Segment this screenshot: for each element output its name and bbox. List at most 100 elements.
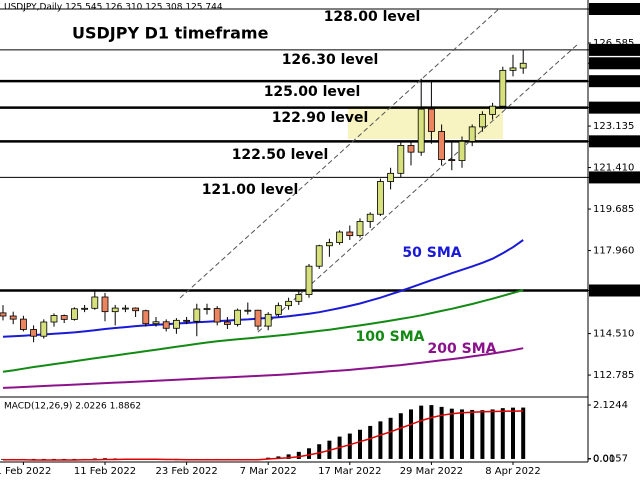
candle-body bbox=[274, 305, 282, 315]
candle-body bbox=[387, 172, 395, 182]
candle-body bbox=[132, 307, 140, 312]
candle-body bbox=[325, 242, 333, 247]
candle-body bbox=[183, 319, 191, 322]
sma-line bbox=[2, 347, 524, 389]
macd-bar bbox=[449, 408, 454, 459]
y-tick-label: 121.410 bbox=[593, 163, 634, 174]
candle-body bbox=[336, 231, 344, 244]
macd-tick-label: 0.00 bbox=[593, 454, 615, 465]
x-tick-label: 29 Mar 2022 bbox=[400, 466, 463, 477]
macd-bar bbox=[113, 458, 118, 459]
macd-bar bbox=[398, 413, 403, 459]
macd-bar bbox=[92, 458, 97, 459]
candle-body bbox=[19, 318, 27, 330]
y-tick-label: 117.960 bbox=[593, 246, 634, 257]
macd-bar bbox=[409, 409, 413, 459]
candle-body bbox=[346, 231, 354, 237]
macd-tick-label: 2.1244 bbox=[593, 400, 628, 411]
x-tick-label: 7 Mar 2022 bbox=[240, 466, 297, 477]
candle-body bbox=[417, 108, 425, 153]
highlight-zone bbox=[348, 106, 503, 139]
candle-body bbox=[315, 245, 323, 267]
y-tick-label: 123.135 bbox=[593, 121, 634, 132]
macd-bar bbox=[460, 409, 464, 459]
level-annotation: 122.90 level bbox=[272, 110, 369, 126]
candle-body bbox=[40, 321, 48, 337]
candle-body bbox=[509, 67, 517, 71]
candle-body bbox=[111, 307, 119, 313]
candle-body bbox=[152, 321, 160, 325]
macd-bar bbox=[368, 425, 373, 459]
candle-body bbox=[213, 308, 221, 323]
candle-body bbox=[254, 309, 262, 327]
candle-body bbox=[9, 315, 17, 320]
macd-bar bbox=[480, 410, 485, 459]
macd-bar bbox=[419, 405, 424, 459]
y-tick-label: 128.000 bbox=[593, 4, 634, 15]
macd-bar bbox=[103, 458, 107, 459]
macd-label: MACD(12,26,9) 2.0226 1.8862 bbox=[4, 402, 141, 412]
macd-tick-label: 0.0157 bbox=[593, 454, 628, 465]
candle-body bbox=[91, 296, 99, 309]
sma-line bbox=[2, 239, 524, 338]
chart-title: USDJPY D1 timeframe bbox=[72, 24, 269, 43]
x-tick-label: 11 Feb 2022 bbox=[74, 466, 136, 477]
candle-body bbox=[305, 265, 313, 295]
candle-body bbox=[244, 309, 252, 312]
sma-label: 50 SMA bbox=[402, 245, 461, 261]
macd-bar bbox=[347, 433, 352, 459]
macd-bar bbox=[521, 407, 526, 459]
candle-body bbox=[489, 105, 497, 115]
x-tick-label: 17 Mar 2022 bbox=[318, 466, 381, 477]
candle-body bbox=[356, 221, 364, 237]
candle-body bbox=[122, 307, 129, 310]
y-tick-box bbox=[589, 171, 640, 184]
candle-body bbox=[172, 319, 180, 329]
y-tick-label: 121.000 bbox=[593, 172, 634, 183]
macd-bar bbox=[296, 451, 301, 459]
y-tick-label: 112.785 bbox=[593, 370, 634, 381]
y-tick-label: 114.510 bbox=[593, 329, 634, 340]
candle-body bbox=[366, 213, 374, 222]
candle-body bbox=[264, 313, 272, 327]
y-tick-label: 126.300 bbox=[593, 45, 634, 56]
header: USDJPY,Daily 125.545 126.310 125.308 125… bbox=[4, 3, 223, 13]
candle-body bbox=[499, 69, 507, 107]
y-tick-label: 119.685 bbox=[593, 204, 634, 215]
candle-body bbox=[468, 126, 476, 142]
y-tick-label: 116.300 bbox=[593, 285, 634, 296]
y-tick-box bbox=[589, 57, 640, 70]
candle-body bbox=[234, 309, 242, 325]
candle-body bbox=[438, 131, 446, 161]
macd-bar bbox=[378, 421, 383, 459]
y-tick-label: 122.500 bbox=[593, 136, 634, 147]
macd-bar bbox=[490, 409, 495, 459]
level-annotation: 125.00 level bbox=[264, 84, 361, 100]
y-tick-box bbox=[589, 43, 640, 56]
x-tick-label: 8 Apr 2022 bbox=[485, 466, 540, 477]
candle-body bbox=[71, 308, 78, 320]
macd-signal bbox=[3, 410, 524, 461]
candle-body bbox=[81, 307, 88, 310]
candle-body bbox=[50, 315, 58, 323]
macd-bar bbox=[511, 407, 515, 459]
candle-body bbox=[376, 181, 384, 215]
candle-body bbox=[193, 308, 201, 322]
candle-body bbox=[295, 294, 303, 302]
level-annotation: 126.30 level bbox=[282, 52, 379, 68]
x-tick-label: 1 Feb 2022 bbox=[0, 466, 51, 477]
y-tick-box bbox=[589, 284, 640, 297]
y-tick-label: 123.900 bbox=[593, 103, 634, 114]
candle-body bbox=[60, 315, 68, 320]
candle-body bbox=[0, 312, 7, 317]
macd-bar bbox=[317, 444, 322, 459]
level-annotation: 122.50 level bbox=[232, 147, 329, 163]
x-tick-label: 23 Feb 2022 bbox=[155, 466, 217, 477]
macd-bar bbox=[500, 408, 505, 459]
y-tick-box bbox=[589, 101, 640, 114]
candle-body bbox=[285, 300, 293, 307]
y-tick-label: 125.000 bbox=[593, 76, 634, 87]
macd-bar bbox=[72, 458, 77, 460]
macd-bar bbox=[470, 409, 475, 459]
macd-bar bbox=[439, 406, 444, 459]
